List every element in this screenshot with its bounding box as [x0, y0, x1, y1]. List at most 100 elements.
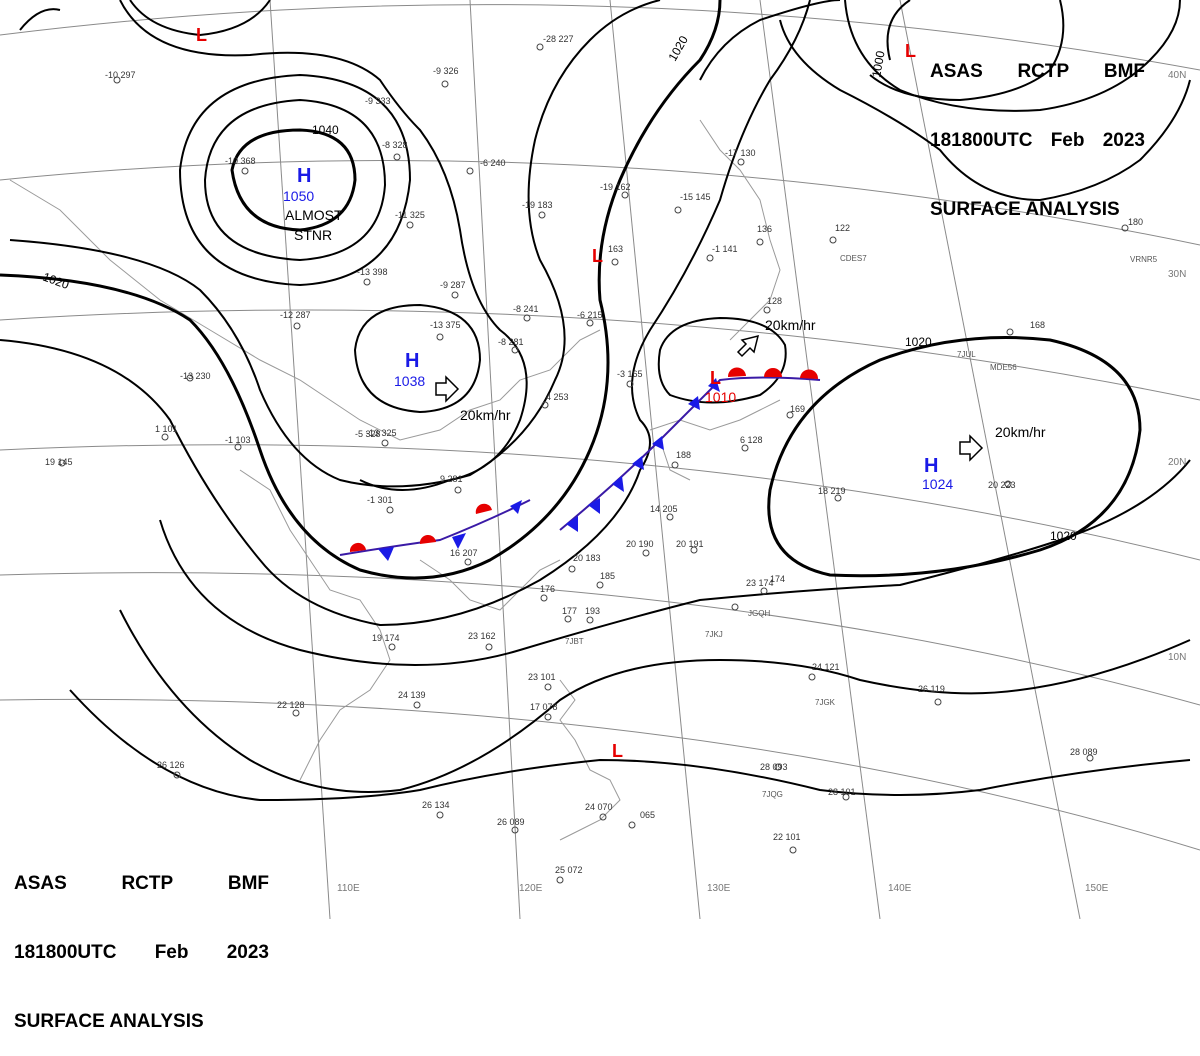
station-label: -10 297 — [105, 70, 136, 80]
motion-arrow-icon — [959, 434, 984, 462]
station-label: -13 230 — [180, 371, 211, 381]
low-center-marker: L — [710, 368, 721, 388]
station-label: 163 — [608, 244, 623, 254]
station-label: 174 — [770, 574, 785, 584]
station-label: -15 145 — [680, 192, 711, 202]
isobar-label: 1020 — [905, 335, 932, 349]
station-label: 169 — [790, 404, 805, 414]
station-label: 28 101 — [828, 787, 856, 797]
station-label: 25 072 — [555, 865, 583, 875]
latitude-label: 20N — [1168, 457, 1186, 468]
longitude-label: 110E — [337, 883, 360, 894]
graticule-labels: 110E 120E 130E 140E 150E 40N 30N 20N 10N — [337, 70, 1186, 894]
latitude-label: 10N — [1168, 652, 1186, 663]
high-center-note: ALMOST — [285, 207, 343, 223]
station-label: RCTP — [121, 873, 174, 894]
datetime-label: 181800UTC — [14, 942, 117, 963]
station-plots: -10 297 -28 227 -9 326 -9 333 -8 328 -10 368 -… — [45, 34, 1143, 884]
station-label: 1 101 — [155, 424, 178, 434]
ship-id: 7JUL — [957, 350, 976, 359]
isobar-label: 1040 — [312, 123, 339, 137]
station-label: 9 281 — [440, 474, 463, 484]
station-label: 24 139 — [398, 690, 426, 700]
station-label: -13 398 — [357, 267, 388, 277]
station-label: -3 165 — [617, 369, 643, 379]
longitude-label: 150E — [1085, 883, 1109, 894]
station-label: 18 219 — [818, 486, 846, 496]
isobar-label: 1000 — [869, 49, 887, 78]
month-label: Feb — [154, 942, 189, 963]
station-label: -19 162 — [600, 182, 631, 192]
longitude-label: 130E — [707, 883, 731, 894]
station-label: 23 174 — [746, 578, 774, 588]
station-label: 19 145 — [45, 457, 73, 467]
station-label: 24 070 — [585, 802, 613, 812]
high-center-marker: H — [297, 165, 311, 187]
station-label: 193 — [585, 606, 600, 616]
high-center-marker: H — [405, 350, 419, 372]
station-label: 26 134 — [422, 800, 450, 810]
unit-label: BMF — [1103, 61, 1145, 82]
station-label: 177 — [562, 606, 577, 616]
station-label: 20 223 — [988, 480, 1016, 490]
low-center-marker: L — [612, 741, 623, 761]
fronts — [339, 367, 821, 561]
station-label: -8 328 — [382, 140, 408, 150]
station-label: 26 089 — [497, 817, 525, 827]
isobars — [0, 0, 1191, 802]
motion-arrows — [435, 334, 984, 462]
station-label: 176 — [540, 584, 555, 594]
station-label: 185 — [600, 571, 615, 581]
station-label: RCTP — [1017, 61, 1070, 82]
product-label: SURFACE ANALYSIS — [14, 1011, 204, 1032]
low-center-value: 1010 — [705, 389, 736, 405]
latitude-label: 40N — [1168, 70, 1186, 81]
station-label: 20 190 — [626, 539, 654, 549]
station-label: -13 375 — [430, 320, 461, 330]
high-center-marker: H — [924, 455, 938, 477]
ship-id: VRNR5 — [1130, 255, 1158, 264]
station-label: -11 325 — [395, 210, 425, 220]
station-label: -12 287 — [280, 310, 311, 320]
station-label: -5 328 — [355, 429, 381, 439]
station-label: -17 130 — [725, 148, 756, 158]
station-label: 19 174 — [372, 633, 400, 643]
station-label: 14 205 — [650, 504, 678, 514]
motion-arrow-icon — [736, 334, 760, 358]
month-label: Feb — [1050, 130, 1085, 151]
station-label: 26 126 — [157, 760, 185, 770]
pressure-centers: H 1050 ALMOST STNR H 1038 20km/hr H 1024… — [196, 25, 1046, 761]
motion-speed: 20km/hr — [460, 407, 511, 423]
high-center-note: STNR — [294, 227, 332, 243]
unit-label: BMF — [227, 873, 269, 894]
station-marks — [58, 43, 1129, 884]
motion-speed: 20km/hr — [995, 424, 1046, 440]
station-label: 23 101 — [528, 672, 556, 682]
station-label: 24 121 — [812, 662, 840, 672]
station-label: -6 240 — [480, 158, 506, 168]
station-label: 20 191 — [676, 539, 704, 549]
ship-ids: CDES7 VRNR5 7JUL MDE56 JGQH 7JKJ 7JGK 7J… — [565, 254, 1158, 799]
station-label: 16 207 — [450, 548, 478, 558]
coastlines — [9, 119, 781, 841]
ship-id: MDE56 — [990, 363, 1017, 372]
station-label: 6 128 — [740, 435, 763, 445]
year-label: 2023 — [1102, 130, 1145, 151]
ship-id: JGQH — [748, 609, 770, 618]
station-label: -1 103 — [225, 435, 251, 445]
ship-id: 7JKJ — [705, 630, 723, 639]
ship-id: 7JGK — [815, 698, 836, 707]
low-center-marker: L — [905, 41, 916, 61]
motion-arrow-icon — [435, 375, 460, 403]
header-caption-bottom-left: ASAS RCTP BMF 181800UTC Feb 2023 SURFACE… — [14, 826, 269, 1056]
low-center-marker: L — [592, 246, 603, 266]
station-label: 188 — [676, 450, 691, 460]
isobar-label: 1020 — [1050, 529, 1077, 543]
station-label: -6 215 — [577, 310, 603, 320]
station-label: 136 — [757, 224, 772, 234]
station-label: -1 301 — [367, 495, 393, 505]
station-label: -9 326 — [433, 66, 459, 76]
station-label: 065 — [640, 810, 655, 820]
high-center-value: 1050 — [283, 188, 314, 204]
station-label: 28 089 — [1070, 747, 1098, 757]
